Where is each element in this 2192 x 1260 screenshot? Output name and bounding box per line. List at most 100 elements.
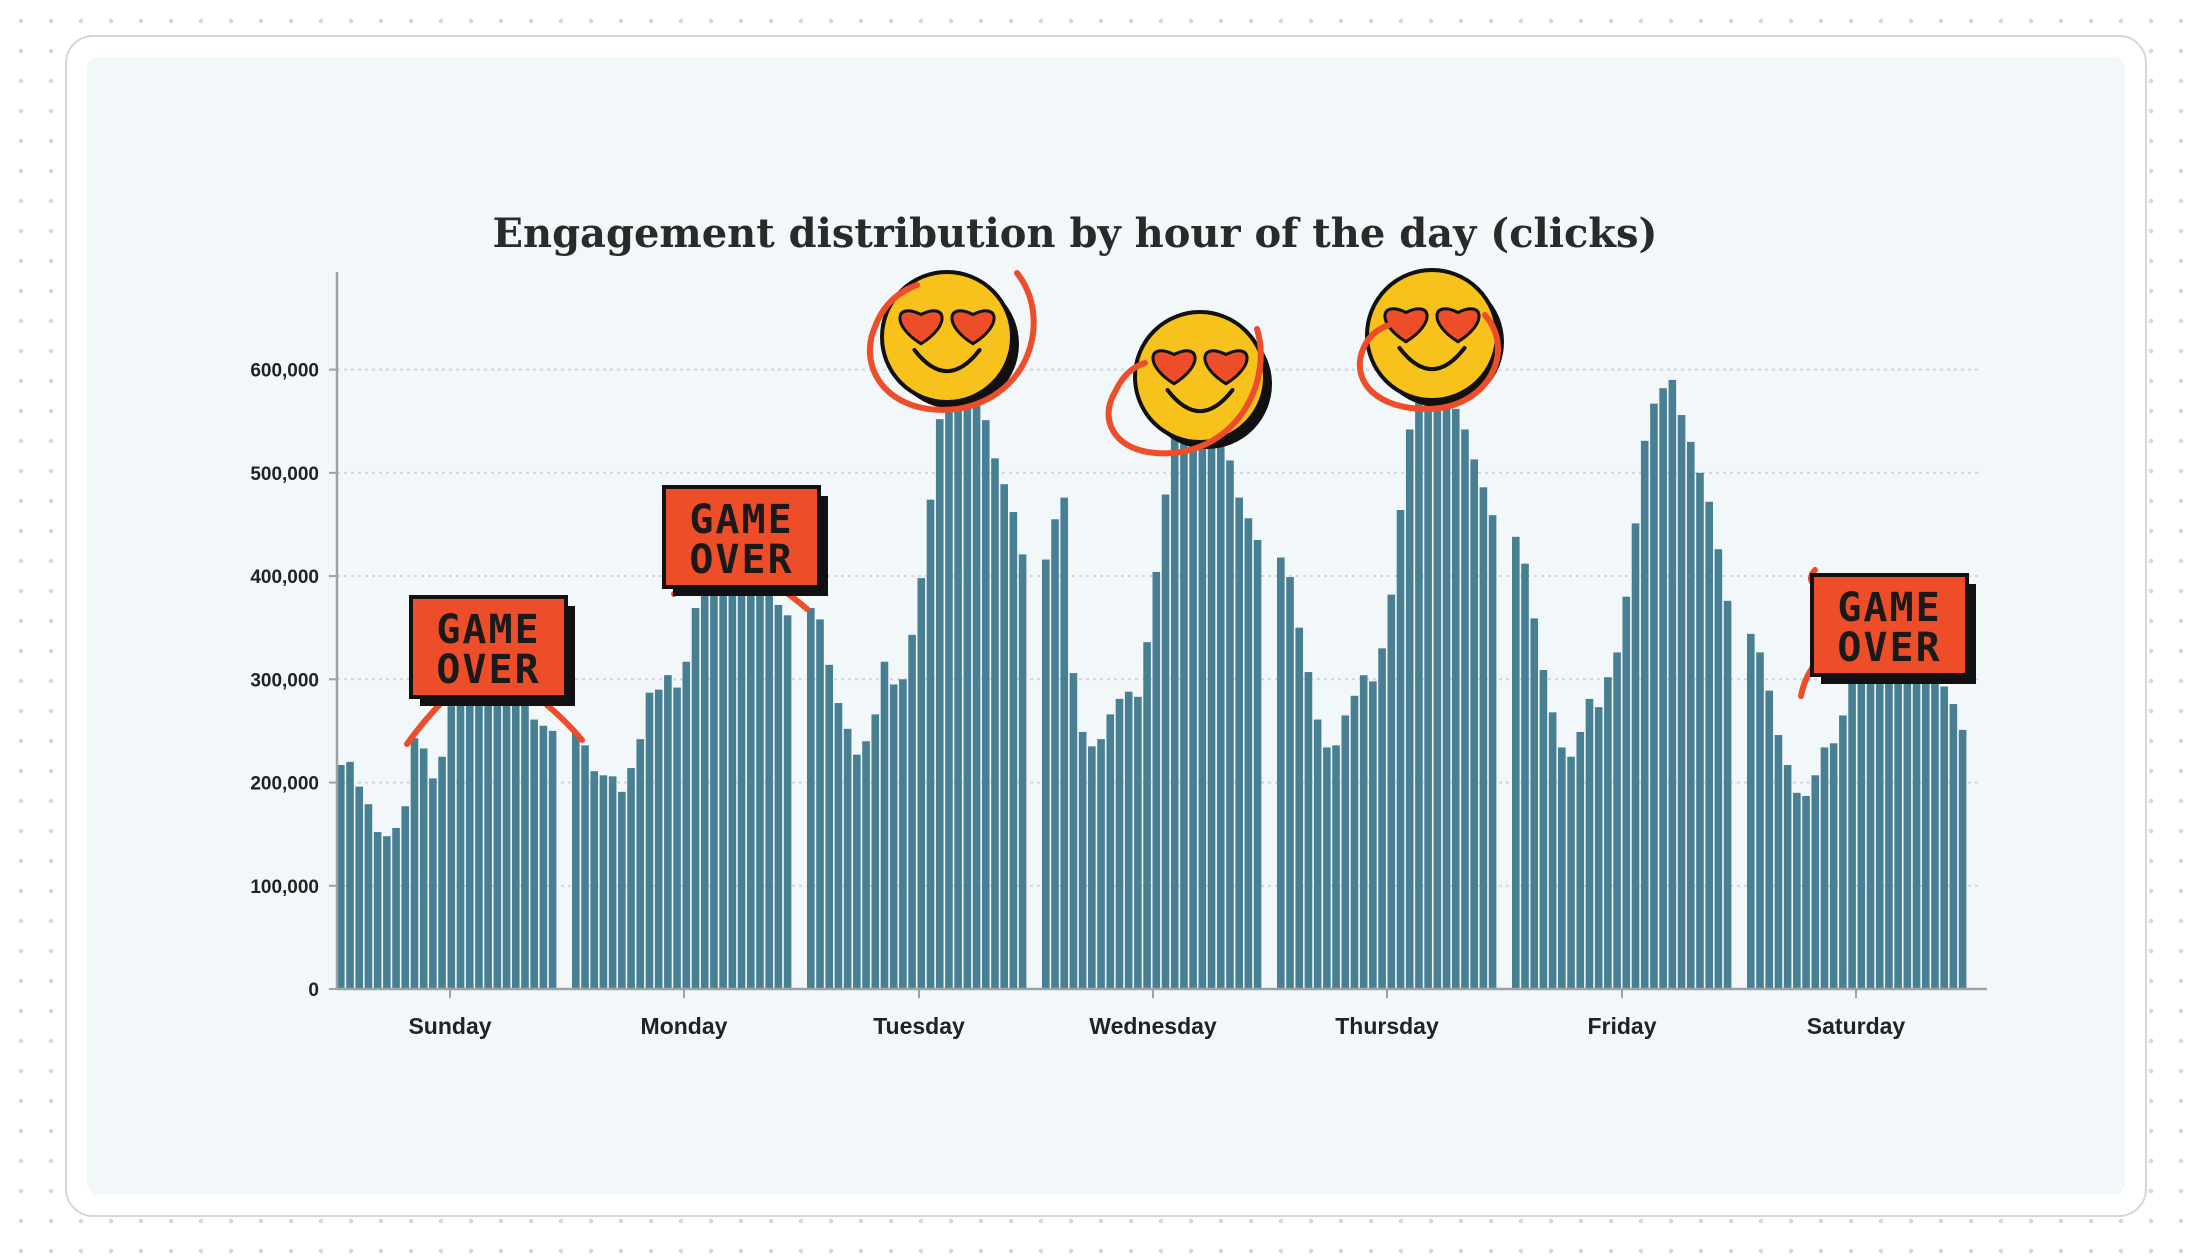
- bar-tuesday-4: [843, 728, 852, 989]
- bar-saturday-15: [1885, 611, 1893, 989]
- bar-sunday-11: [438, 756, 446, 989]
- bar-thursday-21: [1470, 459, 1478, 989]
- bar-saturday-5: [1793, 792, 1801, 989]
- bar-saturday-2: [1765, 690, 1774, 989]
- emoji-face: [880, 270, 1014, 404]
- bar-friday-6: [1567, 756, 1575, 989]
- bar-tuesday-0: [807, 608, 815, 989]
- bar-friday-14: [1640, 440, 1649, 989]
- bar-sunday-12: [447, 706, 456, 989]
- bar-thursday-4: [1313, 719, 1322, 989]
- bar-wednesday-23: [1253, 539, 1262, 989]
- bar-tuesday-5: [853, 754, 861, 989]
- heart-eye-icon: [1435, 307, 1481, 344]
- x-tick-label-monday: Monday: [641, 1013, 728, 1039]
- bar-thursday-19: [1451, 408, 1460, 989]
- bar-thursday-8: [1350, 695, 1359, 989]
- bar-tuesday-23: [1018, 554, 1027, 989]
- bar-thursday-14: [1405, 429, 1414, 990]
- bar-wednesday-10: [1134, 696, 1142, 989]
- bar-saturday-11: [1848, 659, 1856, 989]
- bar-wednesday-16: [1189, 379, 1197, 989]
- bar-saturday-4: [1783, 764, 1792, 989]
- bar-saturday-21: [1940, 686, 1948, 989]
- bar-wednesday-3: [1069, 673, 1078, 989]
- bar-tuesday-1: [816, 619, 824, 989]
- bar-thursday-3: [1304, 672, 1313, 989]
- bar-sunday-2: [355, 786, 364, 989]
- bar-thursday-23: [1488, 515, 1497, 989]
- bar-thursday-2: [1295, 627, 1304, 989]
- bar-saturday-22: [1949, 704, 1958, 989]
- bar-friday-15: [1650, 403, 1658, 989]
- bar-wednesday-15: [1180, 389, 1188, 989]
- bars: [337, 366, 1967, 990]
- bar-tuesday-6: [862, 741, 870, 989]
- bar-sunday-1: [346, 761, 354, 989]
- bar-saturday-13: [1866, 626, 1875, 989]
- bar-monday-3: [599, 775, 608, 989]
- bar-tuesday-9: [889, 684, 898, 989]
- bar-monday-1: [581, 745, 589, 989]
- bar-tuesday-14: [935, 419, 944, 989]
- bar-sunday-15: [475, 660, 483, 989]
- bar-sunday-23: [548, 730, 557, 989]
- bar-wednesday-14: [1170, 421, 1179, 990]
- bar-tuesday-22: [1009, 512, 1018, 989]
- heart-eye-icon: [1203, 349, 1249, 386]
- bar-tuesday-19: [981, 420, 990, 989]
- heart-eye-icon: [898, 309, 944, 346]
- game-over-text: OVER: [436, 647, 540, 693]
- bar-tuesday-8: [880, 661, 889, 989]
- bar-monday-4: [608, 776, 617, 989]
- bar-wednesday-18: [1207, 399, 1216, 989]
- bar-saturday-7: [1811, 775, 1820, 989]
- red-scribble-ring: [1105, 326, 1264, 457]
- bar-saturday-16: [1894, 616, 1902, 989]
- bar-thursday-1: [1286, 577, 1294, 989]
- bar-thursday-5: [1323, 747, 1331, 989]
- bar-thursday-20: [1461, 429, 1469, 990]
- bar-wednesday-17: [1198, 387, 1207, 989]
- emoji-smile: [1165, 388, 1235, 414]
- bar-sunday-9: [419, 748, 428, 989]
- bar-sunday-0: [337, 764, 345, 989]
- bar-thursday-0: [1277, 557, 1285, 989]
- game-over-text: GAME: [1837, 585, 1941, 631]
- bar-tuesday-7: [871, 714, 880, 989]
- heart-eyes-emoji: [1105, 310, 1272, 457]
- bar-sunday-5: [383, 836, 391, 989]
- game-over-text: GAME: [436, 607, 540, 653]
- bar-thursday-18: [1442, 381, 1451, 990]
- bar-monday-7: [636, 739, 645, 989]
- bar-friday-0: [1512, 536, 1520, 989]
- bar-friday-4: [1548, 712, 1557, 989]
- bar-sunday-7: [401, 806, 410, 989]
- bar-thursday-22: [1479, 487, 1488, 989]
- bar-thursday-9: [1359, 675, 1368, 989]
- bar-friday-22: [1714, 549, 1723, 989]
- emoji-face: [1133, 310, 1267, 444]
- bar-friday-5: [1558, 747, 1566, 989]
- bar-monday-14: [700, 586, 709, 989]
- bar-monday-21: [765, 594, 773, 989]
- bar-monday-22: [774, 604, 783, 989]
- bar-sunday-6: [392, 827, 400, 989]
- bar-saturday-12: [1857, 643, 1866, 989]
- bar-monday-19: [746, 571, 755, 989]
- bar-wednesday-0: [1042, 559, 1050, 989]
- bar-saturday-19: [1921, 653, 1930, 989]
- heart-eyes-emoji: [866, 270, 1037, 413]
- bar-friday-7: [1576, 731, 1585, 989]
- bar-tuesday-3: [834, 703, 843, 989]
- bar-friday-8: [1585, 698, 1594, 989]
- bar-saturday-14: [1875, 615, 1884, 989]
- x-tick-label-sunday: Sunday: [408, 1013, 491, 1039]
- bar-wednesday-22: [1244, 518, 1253, 989]
- x-tick-label-wednesday: Wednesday: [1089, 1013, 1217, 1039]
- red-scribble: [544, 702, 585, 743]
- bar-wednesday-9: [1124, 691, 1133, 989]
- bar-thursday-11: [1378, 648, 1386, 989]
